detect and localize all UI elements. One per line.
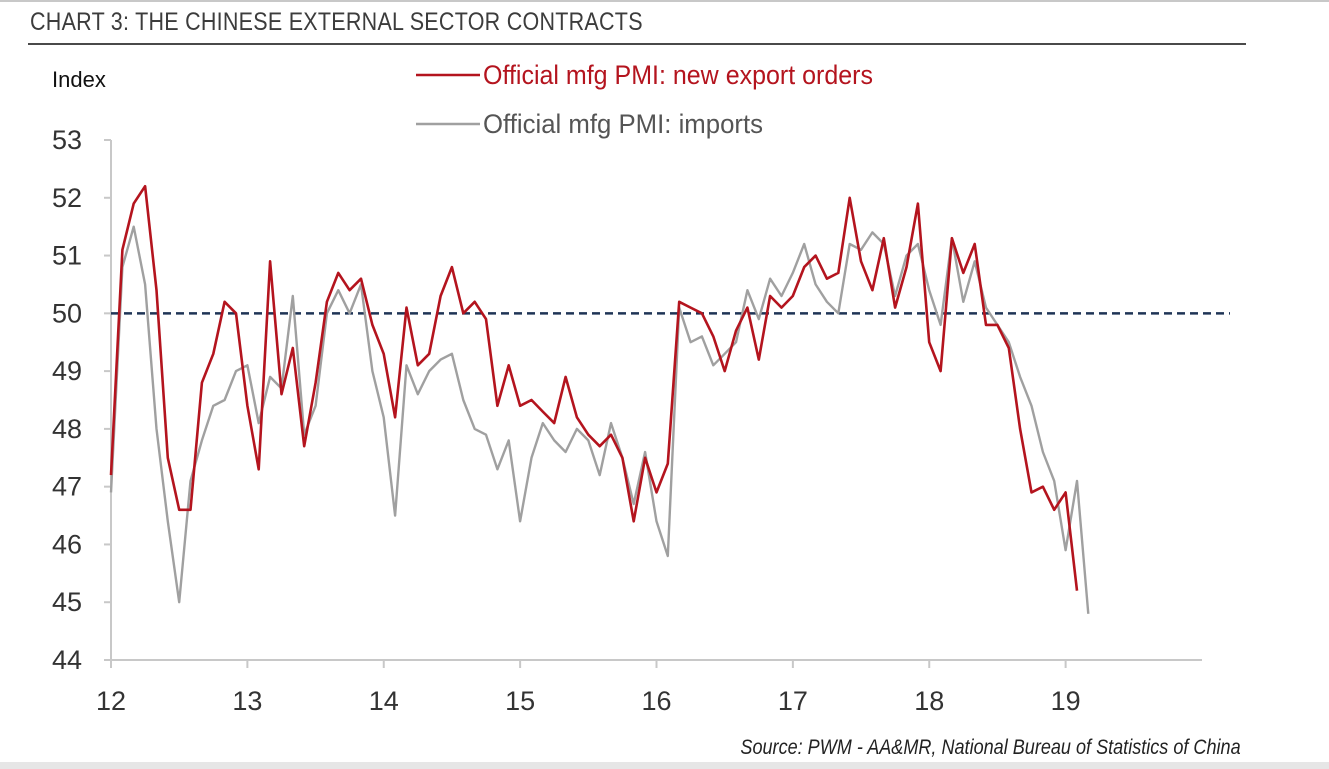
x-tick-label: 14 [369, 686, 399, 716]
series-line-export-orders [109, 184, 1079, 591]
x-tick-label: 15 [505, 686, 535, 716]
y-tick-label: 46 [52, 529, 82, 559]
series-group [109, 184, 1090, 614]
legend-label: Official mfg PMI: new export orders [483, 60, 873, 90]
x-tick-label: 17 [778, 686, 808, 716]
y-tick-label: 53 [52, 125, 82, 155]
y-axis-ticks: 44 45 46 47 48 49 50 51 52 53 [52, 125, 111, 675]
y-tick-label: 50 [52, 298, 82, 328]
y-tick-label: 48 [52, 414, 82, 444]
legend-label: Official mfg PMI: imports [483, 109, 763, 139]
chart-title: CHART 3: THE CHINESE EXTERNAL SECTOR CON… [30, 8, 643, 36]
legend: Official mfg PMI: new export orders Offic… [416, 60, 873, 139]
x-tick-label: 19 [1051, 686, 1081, 716]
y-tick-label: 51 [52, 241, 82, 271]
x-tick-label: 16 [641, 686, 671, 716]
source-note: Source: PWM - AA&MR, National Bureau of … [740, 736, 1241, 759]
top-border [0, 0, 1329, 2]
y-tick-label: 49 [52, 356, 82, 386]
series-line-imports [109, 225, 1090, 614]
x-tick-label: 13 [232, 686, 262, 716]
y-tick-label: 47 [52, 472, 82, 502]
y-tick-label: 52 [52, 183, 82, 213]
y-tick-label: 45 [52, 587, 82, 617]
axes [110, 140, 1202, 661]
x-tick-label: 12 [96, 686, 126, 716]
title-rule [28, 43, 1246, 45]
y-axis-label: Index [52, 67, 106, 92]
x-tick-label: 18 [914, 686, 944, 716]
y-tick-label: 44 [52, 645, 82, 675]
bottom-shade [0, 762, 1329, 769]
x-axis-ticks: 12 13 14 15 16 17 18 19 [96, 660, 1081, 716]
